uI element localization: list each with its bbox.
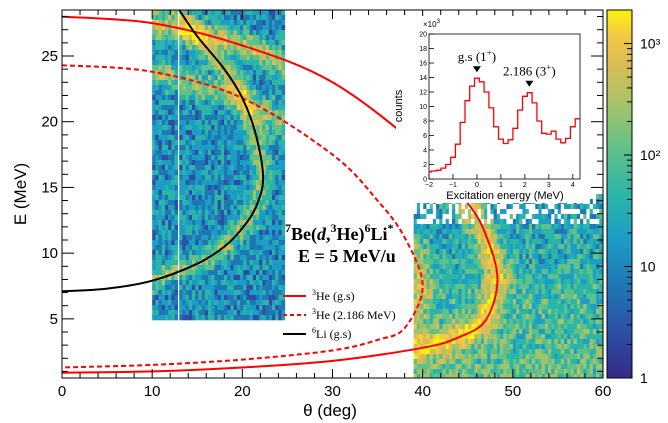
x-tick-label: 40 bbox=[414, 383, 431, 400]
x-tick-label: 20 bbox=[234, 383, 251, 400]
inset-spectrum-line bbox=[429, 77, 580, 173]
inset-y-tick-label: 0 bbox=[423, 177, 427, 184]
inset-x-tick-label: −1 bbox=[449, 182, 457, 189]
inset-y-tick-label: 18 bbox=[419, 46, 427, 53]
inset-x-axis-label: Excitation energy (MeV) bbox=[446, 190, 563, 202]
inset-x-tick-label: 2 bbox=[523, 182, 527, 189]
inset-y-tick-label: 4 bbox=[423, 148, 427, 155]
detector-window-1 bbox=[152, 10, 179, 321]
beam-energy-label: E = 5 MeV/u bbox=[298, 246, 396, 266]
colorbar-tick-label: 10 bbox=[640, 259, 656, 275]
inset-x-tick-label: 1 bbox=[499, 182, 503, 189]
x-tick-label: 10 bbox=[144, 383, 161, 400]
inset-y-multiplier: ×103 bbox=[423, 19, 441, 29]
inset-y-tick-label: 16 bbox=[419, 61, 427, 68]
colorbar-tick-label: 1 bbox=[640, 370, 648, 386]
legend-label-he3-ex: 3He (2.186 MeV) bbox=[312, 307, 396, 322]
inset-peak-markers: g.s (1+) 2.186 (3+) bbox=[458, 48, 556, 87]
legend-label-he3-gs: 3He (g.s) bbox=[312, 288, 355, 303]
inset-y-tick-label: 12 bbox=[419, 90, 427, 97]
peak-label: g.s (1+) bbox=[458, 48, 496, 64]
peak-marker bbox=[525, 80, 534, 87]
inset-x-tick-label: 0 bbox=[475, 182, 479, 189]
y-tick-label: 25 bbox=[41, 48, 58, 65]
colorbar-tick-labels: 1 10 10² 10³ bbox=[640, 36, 661, 386]
legend: 3He (g.s) 3He (2.186 MeV) 6Li (g.s) bbox=[283, 288, 396, 341]
kinematic-curves bbox=[62, 10, 499, 374]
reaction-annotation: 7Be(d,3He)6Li* E = 5 MeV/u bbox=[285, 221, 396, 266]
inset-y-tick-label: 6 bbox=[423, 133, 427, 140]
y-axis-label: E (MeV) bbox=[11, 163, 30, 225]
inset-y-tick-label: 2 bbox=[423, 162, 427, 169]
legend-label-li6-gs: 6Li (g.s) bbox=[312, 326, 351, 341]
inset-y-tick-label: 20 bbox=[419, 32, 427, 39]
y-tick-label: 15 bbox=[41, 179, 58, 196]
colorbar-tick-label: 10² bbox=[640, 147, 661, 163]
x-tick-label: 30 bbox=[324, 383, 341, 400]
curve-he3-excited bbox=[62, 64, 424, 369]
colorbar-gradient bbox=[606, 9, 633, 379]
inset-y-tick-label: 10 bbox=[419, 104, 427, 111]
x-tick-label: 60 bbox=[595, 383, 612, 400]
heatmap-cells bbox=[152, 10, 603, 378]
y-tick-label: 10 bbox=[41, 245, 58, 262]
curve-li6-ground bbox=[62, 10, 265, 293]
detector-window-2 bbox=[179, 10, 286, 321]
x-tick-label: 0 bbox=[58, 383, 66, 400]
y-tick-label: 5 bbox=[50, 311, 58, 328]
inset-axis-ticks bbox=[428, 33, 574, 180]
x-tick-label: 50 bbox=[504, 383, 521, 400]
detector-window-3 bbox=[413, 194, 603, 378]
y-tick-label: 20 bbox=[41, 114, 58, 131]
reaction-label: 7Be(d,3He)6Li* bbox=[285, 221, 394, 245]
inset-y-axis-label: counts bbox=[393, 89, 405, 122]
peak-label: 2.186 (3+) bbox=[503, 63, 556, 79]
main-axis-ticks bbox=[61, 10, 604, 378]
curve-he3-ground bbox=[62, 15, 499, 374]
inset-y-tick-label: 14 bbox=[419, 75, 427, 82]
colorbar-ticks bbox=[624, 9, 632, 379]
x-axis-label: θ (deg) bbox=[303, 401, 357, 420]
inset-x-tick-label: 3 bbox=[547, 182, 551, 189]
colorbar: 1 10 10² 10³ bbox=[606, 9, 661, 386]
peak-marker bbox=[472, 66, 481, 73]
colorbar-tick-label: 10³ bbox=[640, 36, 661, 52]
inset-x-tick-label: −2 bbox=[425, 182, 433, 189]
inset-x-tick-label: 4 bbox=[571, 182, 575, 189]
inset-y-tick-label: 8 bbox=[423, 119, 427, 126]
inset-background bbox=[396, 16, 590, 203]
